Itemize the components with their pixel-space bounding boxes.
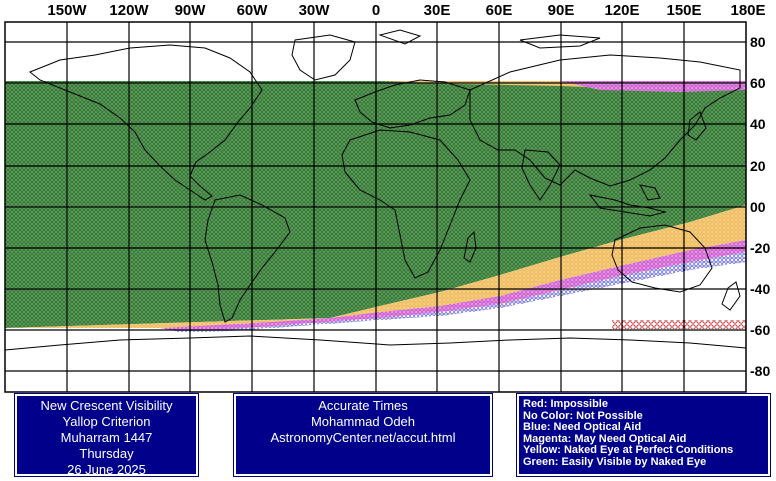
lon-label-90w: 90W bbox=[174, 2, 206, 19]
criterion-name: Yallop Criterion bbox=[62, 414, 151, 429]
legend-panel: Red: Impossible No Color: Not Possible B… bbox=[516, 393, 771, 477]
times-info-panel: Accurate Times Mohammad Odeh AstronomyCe… bbox=[233, 393, 493, 477]
lat-label-40: 40 bbox=[750, 116, 766, 132]
lon-label-120e: 120E bbox=[604, 2, 640, 19]
visibility-title: New Crescent Visibility bbox=[40, 398, 173, 413]
lat-label-minus60: -60 bbox=[750, 322, 771, 338]
times-title: Accurate Times bbox=[318, 398, 408, 413]
lat-label-00: 00 bbox=[750, 199, 766, 215]
website-link[interactable]: AstronomyCenter.net/accut.html bbox=[270, 430, 456, 445]
hijri-month: Muharram 1447 bbox=[60, 430, 153, 445]
lon-label-150w: 150W bbox=[47, 2, 87, 19]
zone-magenta-top bbox=[560, 81, 746, 92]
author-name: Mohammad Odeh bbox=[310, 414, 416, 429]
zone-yellow bbox=[5, 205, 746, 328]
lat-label-20: 20 bbox=[750, 158, 766, 174]
lon-label-120w: 120W bbox=[109, 2, 149, 19]
legend-no-color: No Color: Not Possible bbox=[523, 409, 643, 422]
lon-label-0: 0 bbox=[371, 2, 381, 19]
lat-label-minus40: -40 bbox=[750, 281, 771, 297]
lat-label-80: 80 bbox=[750, 34, 766, 50]
lon-label-30e: 30E bbox=[423, 2, 451, 19]
zone-red bbox=[612, 320, 746, 329]
lon-label-150e: 150E bbox=[666, 2, 702, 19]
graticule bbox=[5, 22, 746, 392]
lon-label-30w: 30W bbox=[298, 2, 330, 19]
weekday: Thursday bbox=[79, 446, 134, 461]
lon-label-60e: 60E bbox=[485, 2, 513, 19]
lat-label-minus80: -80 bbox=[750, 363, 771, 379]
lon-label-60w: 60W bbox=[236, 2, 268, 19]
legend-yellow: Yellow: Naked Eye at Perfect Conditions bbox=[523, 444, 734, 457]
coastlines bbox=[4, 29, 747, 351]
lat-label-60: 60 bbox=[750, 75, 766, 91]
legend-green: Green: Easily Visible by Naked Eye bbox=[523, 455, 707, 468]
lon-label-90e: 90E bbox=[547, 2, 575, 19]
legend-blue: Blue: Need Optical Aid bbox=[523, 421, 642, 434]
lon-label-180e: 180E bbox=[730, 2, 766, 19]
legend-red: Red: Impossible bbox=[523, 398, 608, 410]
visibility-info-panel: New Crescent Visibility Yallop Criterion… bbox=[14, 393, 199, 477]
gregorian-date: 26 June 2025 bbox=[67, 462, 146, 477]
lat-label-minus20: -20 bbox=[750, 240, 771, 256]
legend-magenta: Magenta: May Need Optical Aid bbox=[523, 432, 687, 445]
